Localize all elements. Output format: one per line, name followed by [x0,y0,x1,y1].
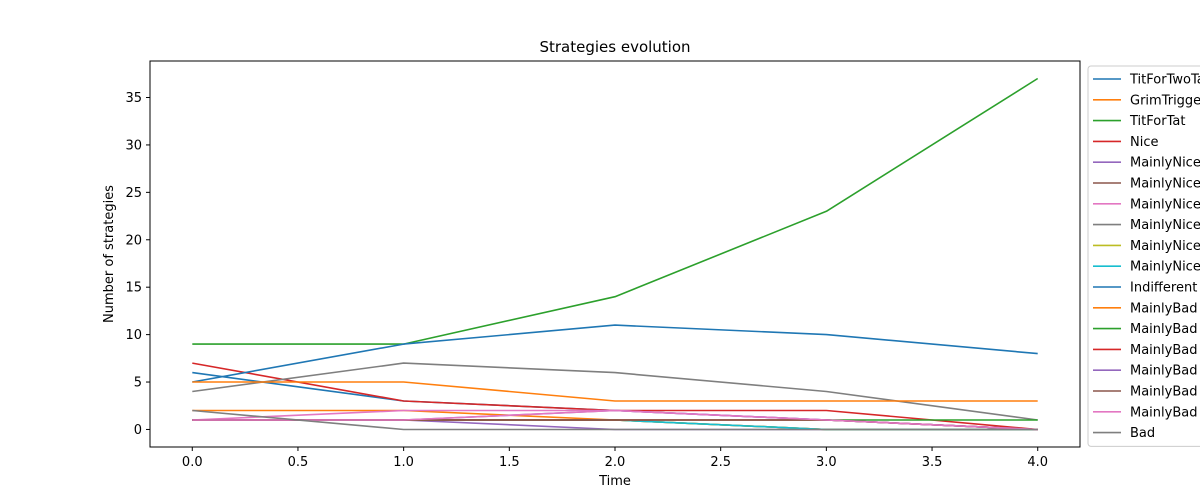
legend-label: MainlyBad [1130,301,1197,316]
series-line-16 [192,409,1038,431]
legend-box [1087,65,1200,447]
y-tick-label: 20 [125,233,142,248]
legend-label: MainlyNice [1130,156,1200,171]
legend-label: MainlyNice [1130,177,1200,192]
x-tick-label: 2.0 [605,455,626,470]
x-tick-label: 4.0 [1027,455,1048,470]
series-line-10 [192,324,1038,383]
plot-area: 0.0 0.5 1.0 1.5 2.0 2.5 3.0 3.5 4.0 0 5 10 15 20 25 30 3… [125,60,1081,470]
y-tick-label: 15 [125,281,142,296]
legend-label: MainlyBad [1130,405,1197,420]
legend-label: MainlyBad [1130,343,1197,358]
series-lines [192,77,1039,431]
plot-frame [149,60,1081,448]
y-axis-label: Number of strategies [102,185,117,323]
y-tick-label: 5 [134,376,142,391]
series-line-11 [192,381,1038,402]
legend-label: MainlyBad [1130,385,1197,400]
x-tick-label: 3.0 [816,455,837,470]
legend-label: Nice [1130,135,1158,150]
legend-label: MainlyNice [1130,239,1200,254]
legend-label: MainlyNice [1130,218,1200,233]
legend-label: MainlyBad [1130,322,1197,337]
x-tick-label: 0.5 [288,455,309,470]
y-tick-label: 35 [125,91,142,106]
x-tick-label: 3.5 [922,455,943,470]
series-line-7 [192,362,1038,421]
y-tick-label: 10 [125,328,142,343]
y-tick-label: 30 [125,138,142,153]
x-axis-label: Time [598,474,631,489]
series-line-17 [192,409,1038,431]
legend-label: MainlyBad [1130,364,1197,379]
legend-label: TitForTwoTats [1129,73,1200,88]
x-tick-label: 0.0 [182,455,203,470]
x-tick-label: 1.5 [499,455,520,470]
y-tick-label: 25 [125,186,142,201]
legend-label: Bad [1130,426,1155,441]
legend-label: GrimTrigger [1130,93,1200,108]
legend-label: TitForTat [1129,114,1185,129]
legend-label: MainlyNice [1130,260,1200,275]
y-tick-label: 0 [134,423,142,438]
chart-title: Strategies evolution [539,38,690,56]
series-line-2 [192,77,1039,345]
legend: TitForTwoTats GrimTrigger TitForTat Nice Mai… [1087,65,1200,447]
x-tick-label: 1.0 [393,455,414,470]
x-tick-label: 2.5 [710,455,731,470]
legend-label: MainlyNice [1130,197,1200,212]
legend-label: Indifferent [1130,281,1197,296]
